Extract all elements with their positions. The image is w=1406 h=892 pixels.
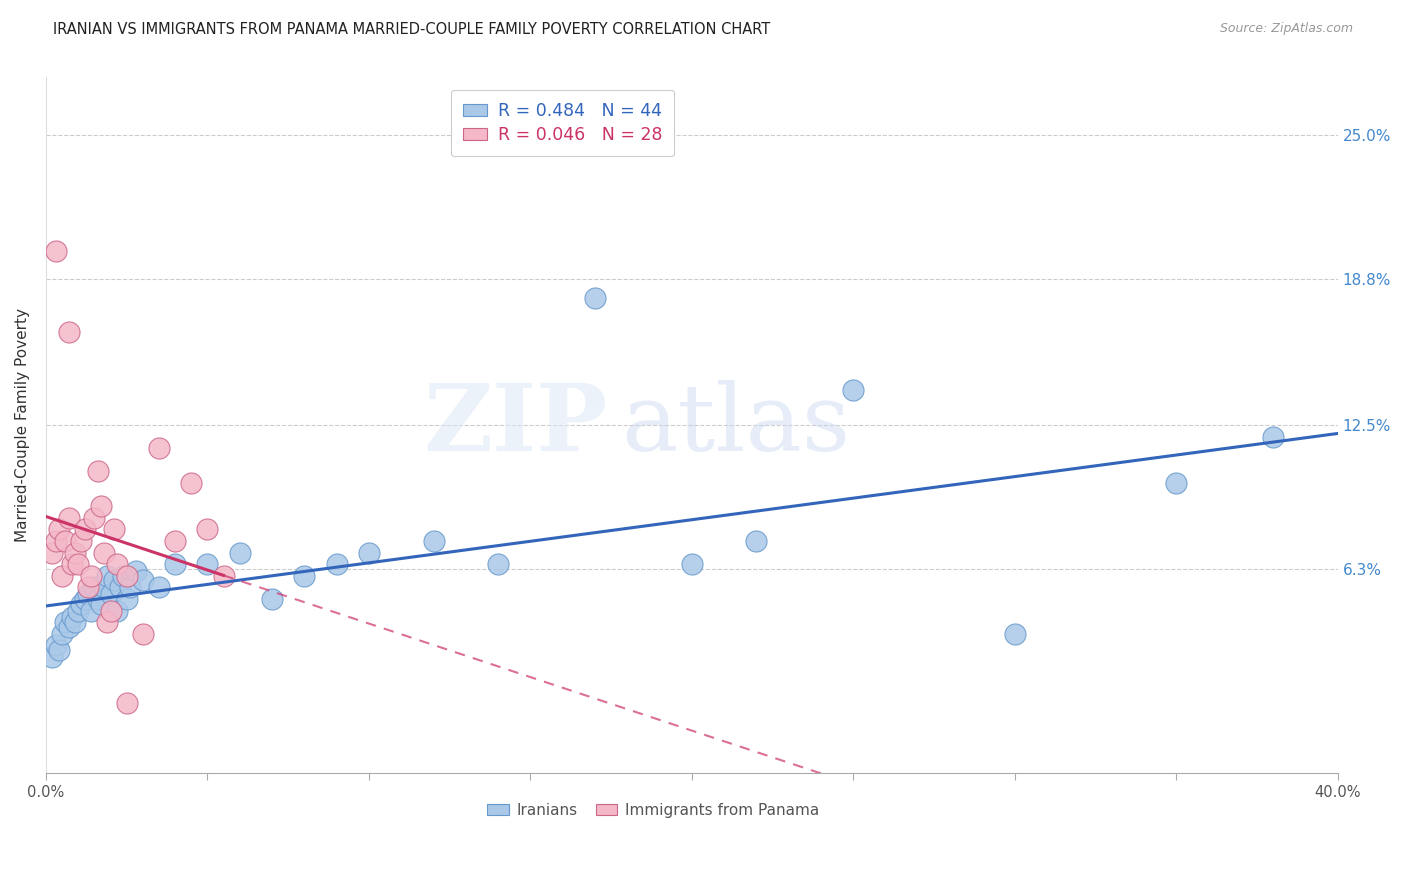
Point — [1263, 430, 1285, 444]
Point — [115, 591, 138, 606]
Point — [86, 591, 108, 606]
Point — [90, 597, 112, 611]
Point — [58, 326, 80, 340]
Point — [53, 533, 76, 548]
Point — [132, 574, 155, 588]
Point — [100, 587, 122, 601]
Point — [165, 533, 187, 548]
Point — [83, 510, 105, 524]
Point — [93, 580, 115, 594]
Point — [118, 580, 141, 594]
Point — [86, 465, 108, 479]
Point — [180, 476, 202, 491]
Text: ZIP: ZIP — [423, 380, 607, 470]
Point — [745, 533, 768, 548]
Point — [105, 603, 128, 617]
Point — [165, 557, 187, 571]
Point — [73, 591, 96, 606]
Point — [58, 510, 80, 524]
Point — [70, 597, 93, 611]
Point — [1166, 476, 1188, 491]
Point — [110, 580, 132, 594]
Point — [103, 522, 125, 536]
Legend: Iranians, Immigrants from Panama: Iranians, Immigrants from Panama — [481, 797, 825, 824]
Y-axis label: Married-Couple Family Poverty: Married-Couple Family Poverty — [15, 308, 30, 542]
Point — [115, 568, 138, 582]
Point — [260, 591, 283, 606]
Point — [96, 568, 118, 582]
Point — [83, 580, 105, 594]
Text: IRANIAN VS IMMIGRANTS FROM PANAMA MARRIED-COUPLE FAMILY POVERTY CORRELATION CHAR: IRANIAN VS IMMIGRANTS FROM PANAMA MARRIE… — [53, 22, 770, 37]
Point — [73, 522, 96, 536]
Point — [93, 545, 115, 559]
Point — [53, 615, 76, 629]
Point — [103, 574, 125, 588]
Point — [60, 610, 83, 624]
Point — [51, 568, 73, 582]
Point — [115, 696, 138, 710]
Point — [45, 638, 67, 652]
Point — [105, 557, 128, 571]
Point — [77, 587, 100, 601]
Point — [292, 568, 315, 582]
Point — [45, 533, 67, 548]
Point — [96, 615, 118, 629]
Point — [681, 557, 703, 571]
Point — [1004, 626, 1026, 640]
Point — [212, 568, 235, 582]
Point — [197, 522, 219, 536]
Point — [229, 545, 252, 559]
Point — [60, 557, 83, 571]
Point — [41, 649, 63, 664]
Point — [63, 615, 86, 629]
Point — [80, 568, 103, 582]
Point — [422, 533, 444, 548]
Point — [148, 580, 170, 594]
Point — [51, 626, 73, 640]
Text: atlas: atlas — [621, 380, 851, 470]
Point — [63, 545, 86, 559]
Point — [58, 620, 80, 634]
Point — [67, 557, 90, 571]
Point — [357, 545, 380, 559]
Point — [486, 557, 509, 571]
Point — [41, 545, 63, 559]
Point — [148, 442, 170, 456]
Point — [90, 499, 112, 513]
Point — [112, 568, 135, 582]
Point — [45, 244, 67, 259]
Point — [48, 522, 70, 536]
Point — [583, 291, 606, 305]
Point — [325, 557, 347, 571]
Point — [100, 603, 122, 617]
Point — [842, 384, 865, 398]
Point — [67, 603, 90, 617]
Point — [197, 557, 219, 571]
Point — [125, 564, 148, 578]
Point — [132, 626, 155, 640]
Text: Source: ZipAtlas.com: Source: ZipAtlas.com — [1219, 22, 1353, 36]
Point — [80, 603, 103, 617]
Point — [70, 533, 93, 548]
Point — [77, 580, 100, 594]
Point — [48, 643, 70, 657]
